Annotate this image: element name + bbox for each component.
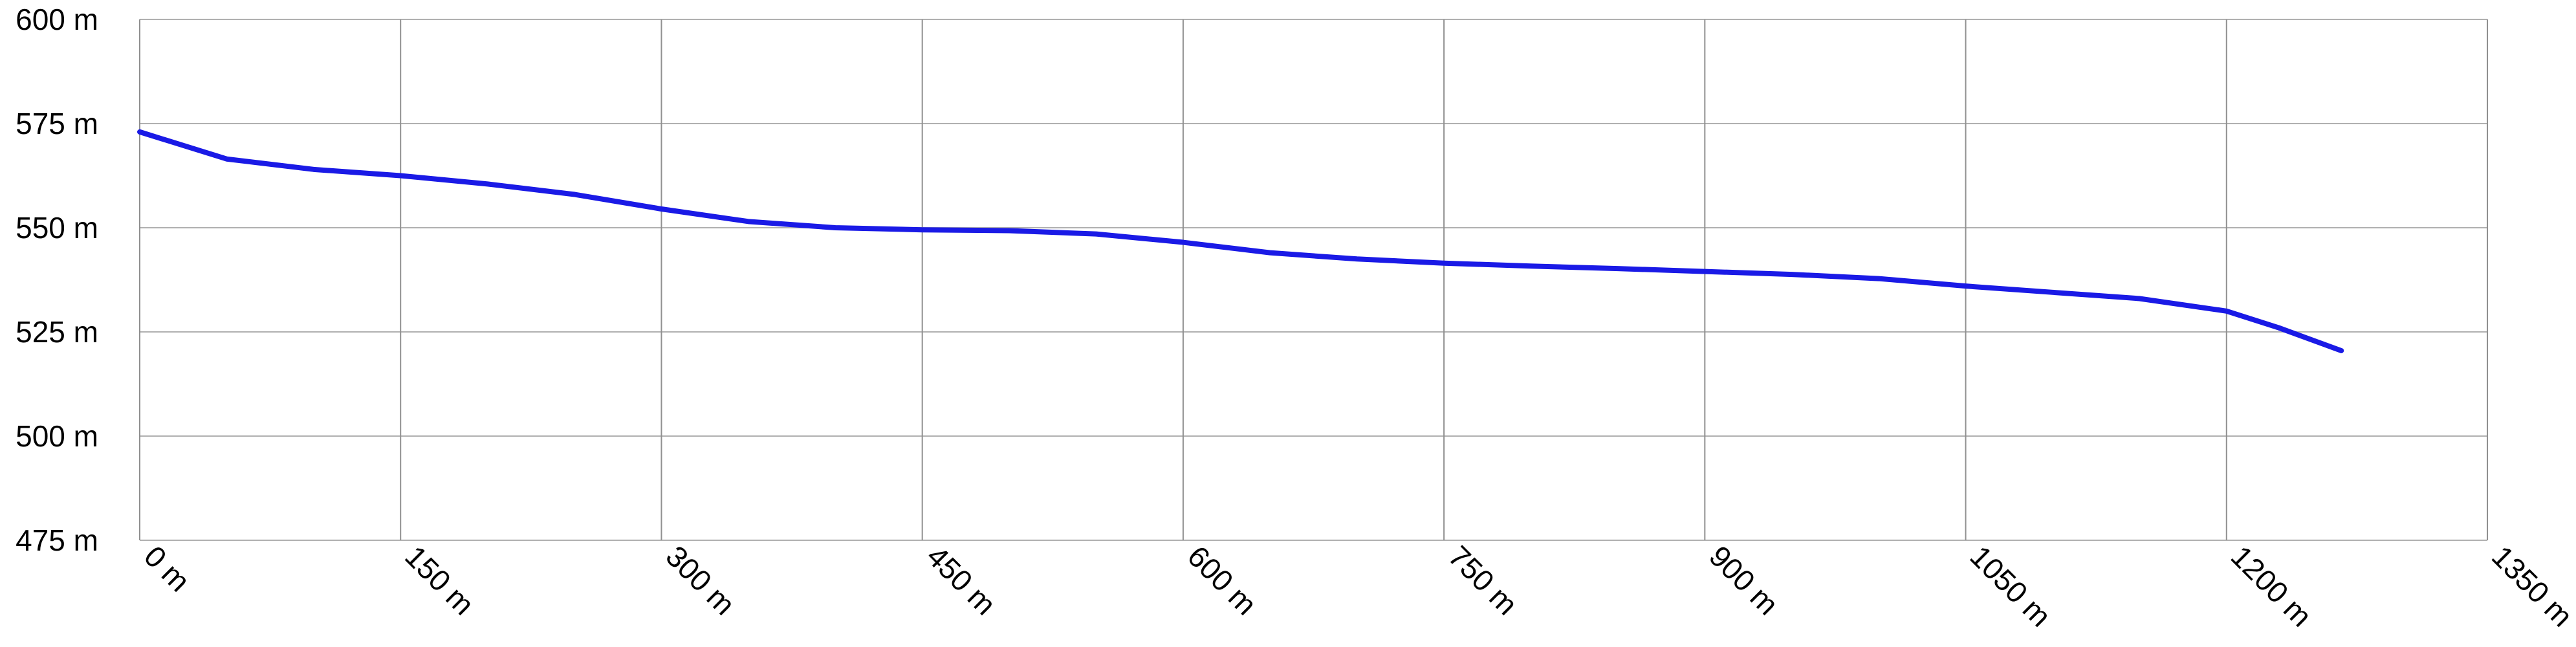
y-tick-label: 500 m [16,419,98,453]
x-tick-label: 1350 m [2485,539,2576,633]
y-tick-label: 475 m [16,523,98,557]
elevation-line [137,129,2344,353]
y-tick-label: 600 m [16,3,98,36]
x-tick-label: 900 m [1703,539,1785,621]
x-tick-label: 300 m [659,539,741,621]
x-tick-label: 1050 m [1963,539,2057,633]
x-tick-label: 450 m [921,539,1003,621]
y-tick-label: 550 m [16,211,98,245]
x-tick-label: 150 m [398,539,481,621]
x-tick-label: 750 m [1442,539,1524,621]
x-tick-label: 1200 m [2225,539,2319,633]
y-tick-label: 575 m [16,107,98,140]
x-tick-label: 0 m [138,539,197,598]
x-tick-label: 600 m [1181,539,1263,621]
y-tick-label: 525 m [16,315,98,349]
